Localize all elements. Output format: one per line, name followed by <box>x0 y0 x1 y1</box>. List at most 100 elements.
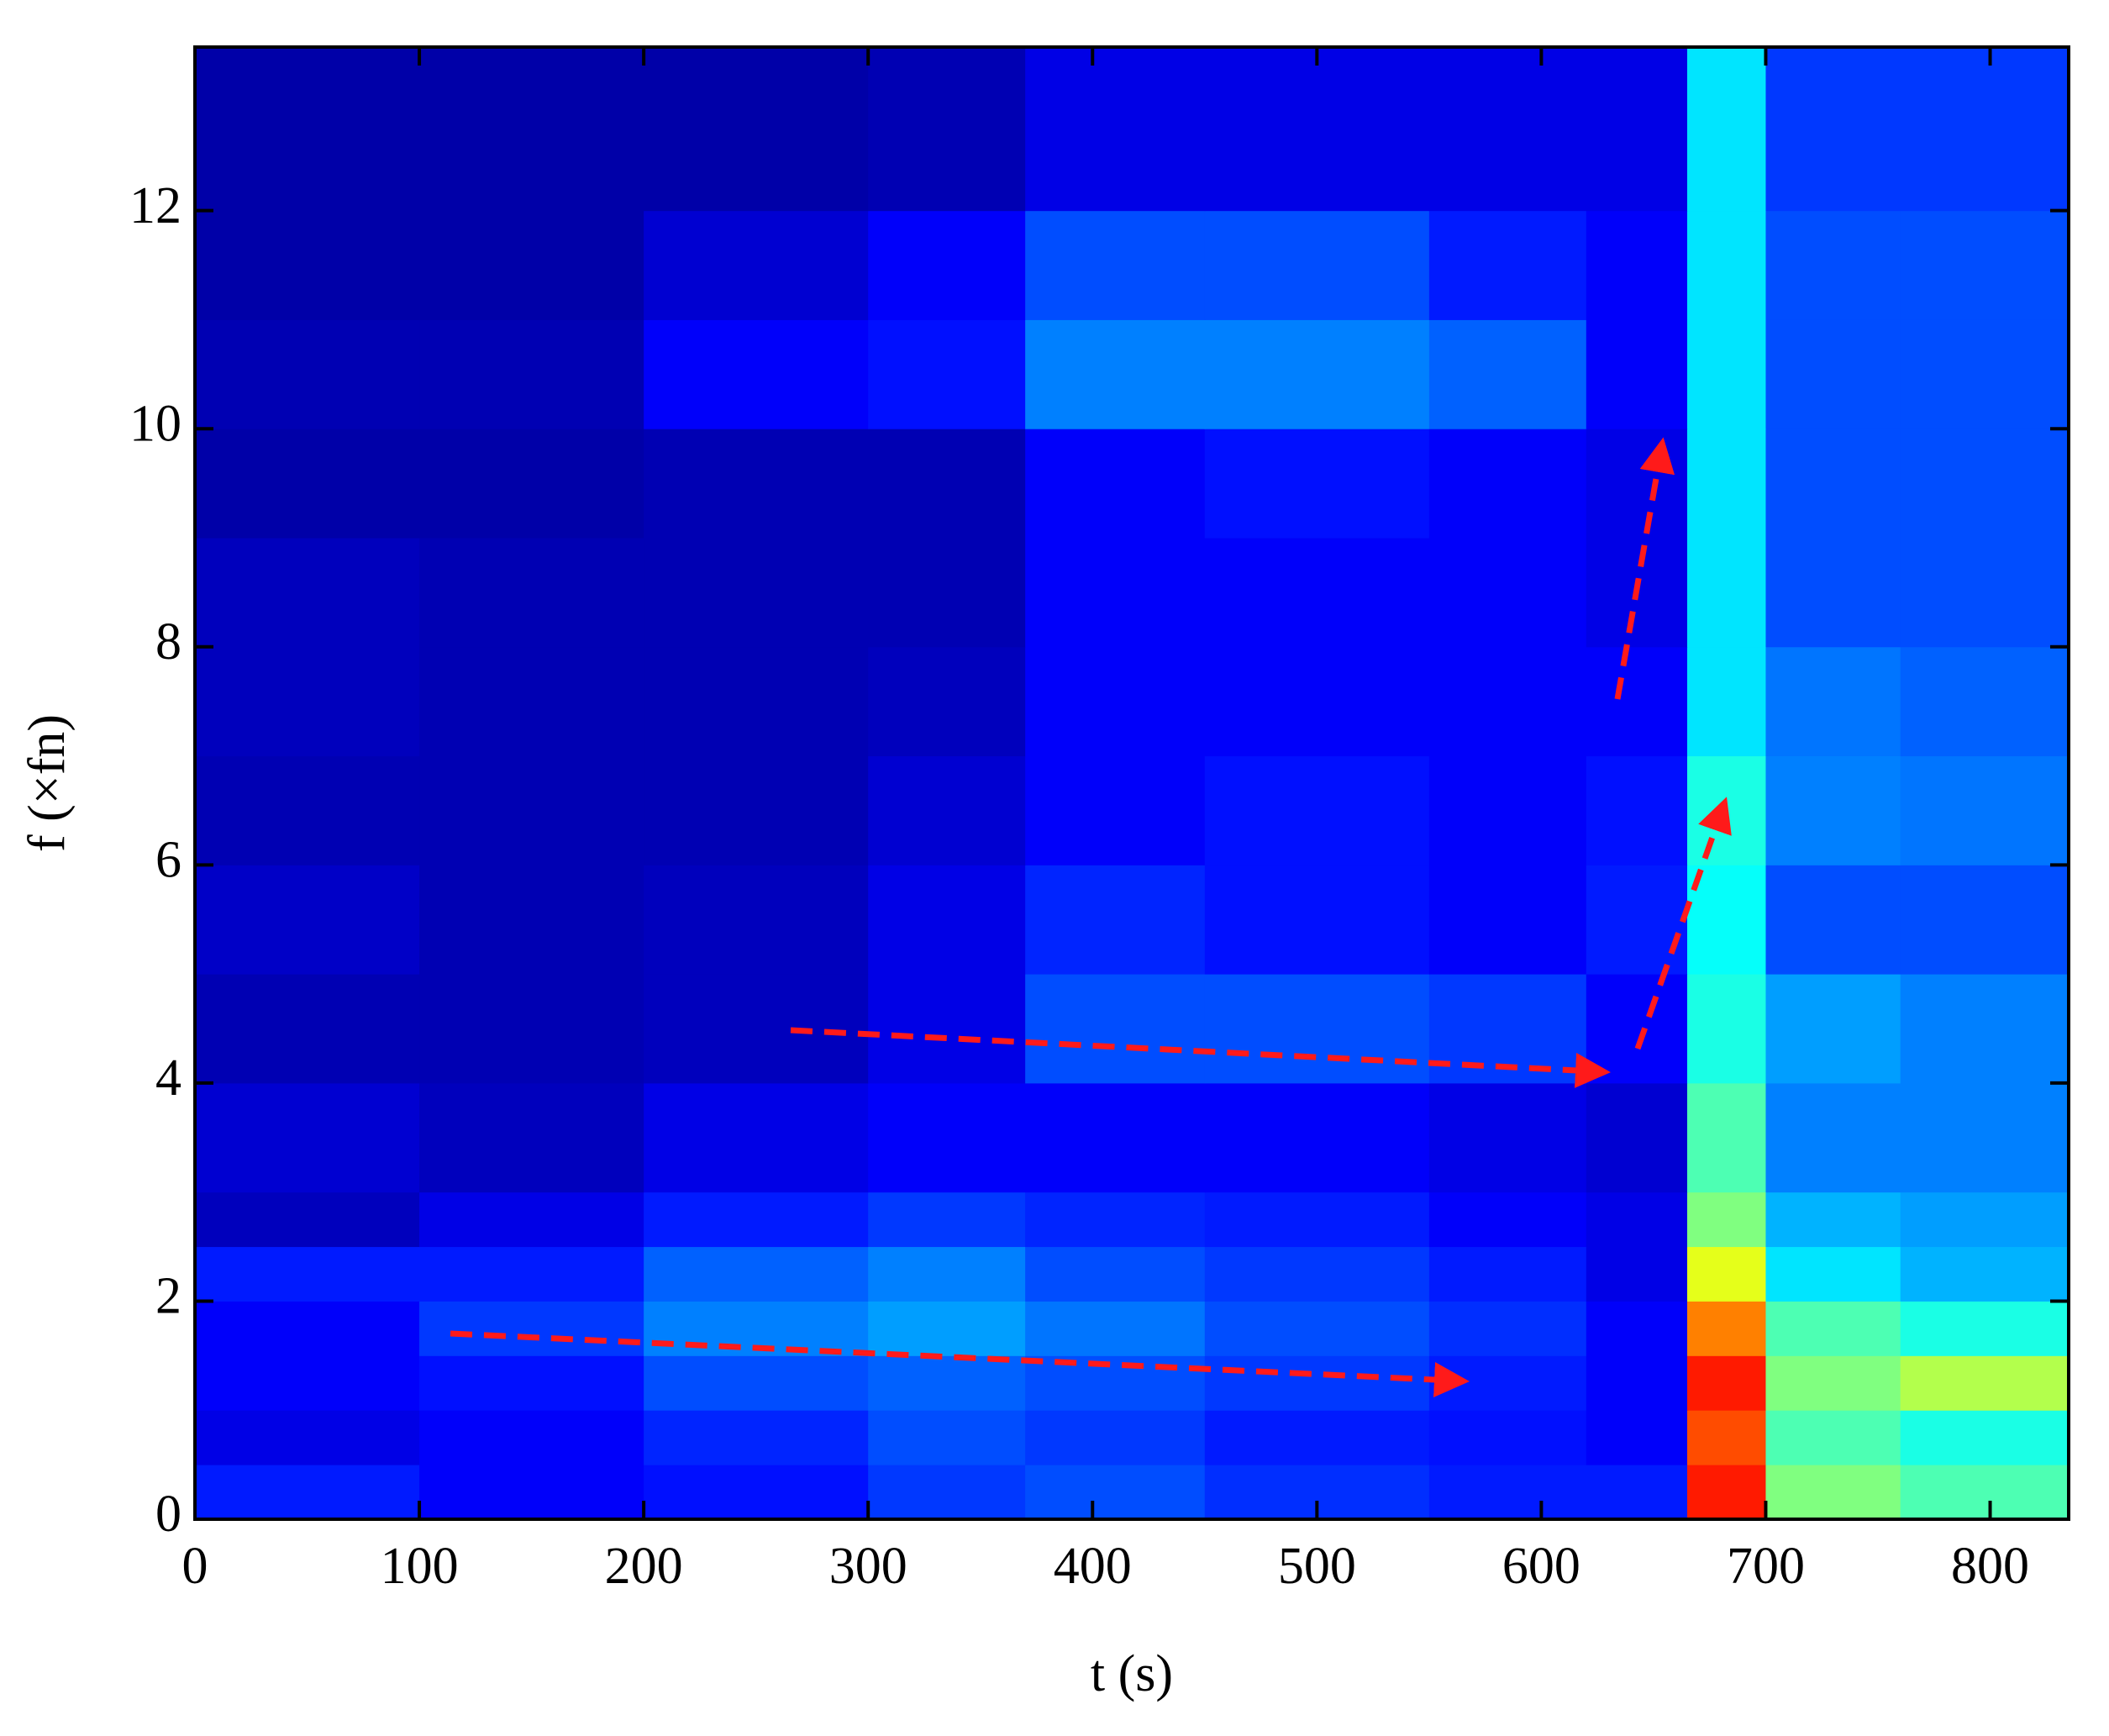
heatmap-cell <box>1428 1465 1587 1520</box>
heatmap-cell <box>419 319 644 429</box>
heatmap-cell <box>1686 1246 1766 1302</box>
heatmap-cell <box>868 646 1026 757</box>
heatmap-cell <box>1765 755 1901 865</box>
heatmap-cell <box>1686 974 1766 1084</box>
heatmap-cell <box>1586 1355 1688 1411</box>
heatmap-cell <box>1428 47 1587 212</box>
heatmap-cell <box>419 1192 644 1248</box>
heatmap-cell <box>1686 47 1766 212</box>
heatmap-cell <box>1586 319 1688 429</box>
heatmap-cell <box>1765 1465 1901 1520</box>
heatmap-cell <box>419 1301 644 1356</box>
heatmap-cell <box>868 210 1026 320</box>
heatmap-cell <box>419 646 644 757</box>
heatmap-cell <box>1025 755 1206 865</box>
heatmap-cell <box>1428 1301 1587 1356</box>
heatmap-cell <box>1900 319 2070 429</box>
heatmap-cell <box>1765 1082 1901 1193</box>
heatmap-cell <box>1586 1465 1688 1520</box>
heatmap-cell <box>1586 755 1688 865</box>
heatmap-cell <box>1900 538 2070 648</box>
heatmap-cell <box>1428 1082 1587 1193</box>
x-tick-label: 200 <box>605 1538 683 1595</box>
x-tick-label: 300 <box>829 1538 907 1595</box>
x-tick-label: 100 <box>381 1538 459 1595</box>
x-tick-label: 0 <box>182 1538 208 1595</box>
heatmap-cell <box>1025 865 1206 975</box>
heatmap <box>195 47 2070 1520</box>
heatmap-cell <box>1765 646 1901 757</box>
heatmap-cell <box>1025 319 1206 429</box>
x-tick-label: 400 <box>1054 1538 1132 1595</box>
heatmap-cell <box>1900 1301 2070 1356</box>
heatmap-cell <box>195 1355 420 1411</box>
heatmap-cell <box>1765 1355 1901 1411</box>
heatmap-cell <box>868 319 1026 429</box>
x-tick-label: 500 <box>1278 1538 1356 1595</box>
heatmap-cell <box>1204 429 1430 539</box>
heatmap-cell <box>1900 755 2070 865</box>
heatmap-cell <box>419 1082 644 1193</box>
heatmap-cell <box>1428 319 1587 429</box>
heatmap-cell <box>1428 1246 1587 1302</box>
heatmap-cell <box>1428 865 1587 975</box>
heatmap-cell <box>1428 1192 1587 1248</box>
plot-frame <box>193 45 2070 1521</box>
heatmap-cell <box>1025 1192 1206 1248</box>
heatmap-cell <box>1586 47 1688 212</box>
heatmap-cell <box>1428 538 1587 648</box>
y-tick-label: 0 <box>155 1486 181 1543</box>
heatmap-cell <box>868 1301 1026 1356</box>
heatmap-cell <box>1900 429 2070 539</box>
heatmap-cell <box>1025 210 1206 320</box>
heatmap-cell <box>1586 1192 1688 1248</box>
heatmap-cell <box>1686 1301 1766 1356</box>
heatmap-cell <box>419 538 644 648</box>
heatmap-cell <box>1686 319 1766 429</box>
heatmap-cell <box>1686 865 1766 975</box>
heatmap-cell <box>644 865 869 975</box>
heatmap-cell <box>644 1355 869 1411</box>
heatmap-cell <box>644 210 869 320</box>
heatmap-cell <box>1025 47 1206 212</box>
heatmap-cell <box>419 865 644 975</box>
heatmap-cell <box>1204 538 1430 648</box>
heatmap-cell <box>868 1246 1026 1302</box>
heatmap-cell <box>1428 1410 1587 1465</box>
heatmap-cell <box>419 1410 644 1465</box>
heatmap-cell <box>1765 47 1901 212</box>
y-axis-label: f (×fn) <box>18 714 76 852</box>
heatmap-cell <box>1025 974 1206 1084</box>
heatmap-cell <box>1025 538 1206 648</box>
heatmap-cell <box>195 1465 420 1520</box>
heatmap-cell <box>1204 210 1430 320</box>
x-axis-label: t (s) <box>1091 1645 1173 1702</box>
heatmap-cell <box>644 429 869 539</box>
heatmap-cell <box>1025 1246 1206 1302</box>
heatmap-cell <box>1428 755 1587 865</box>
heatmap-cell <box>1025 1355 1206 1411</box>
heatmap-cell <box>195 1082 420 1193</box>
x-tick-label: 800 <box>1951 1538 2029 1595</box>
heatmap-cell <box>1686 538 1766 648</box>
heatmap-cell <box>644 1465 869 1520</box>
heatmap-cell <box>1204 646 1430 757</box>
heatmap-cell <box>419 974 644 1084</box>
y-tick-label: 12 <box>129 177 181 234</box>
heatmap-cell <box>1900 1410 2070 1465</box>
heatmap-cell <box>419 429 644 539</box>
heatmap-cell <box>644 974 869 1084</box>
arrow <box>1634 797 1732 1050</box>
heatmap-cell <box>868 538 1026 648</box>
heatmap-cell <box>1204 319 1430 429</box>
heatmap-cell <box>195 646 420 757</box>
heatmap-cell <box>1686 755 1766 865</box>
heatmap-cell <box>1765 1301 1901 1356</box>
heatmap-cell <box>1428 646 1587 757</box>
heatmap-cell <box>1686 1192 1766 1248</box>
heatmap-cell <box>1204 1301 1430 1356</box>
heatmap-cell <box>1586 865 1688 975</box>
heatmap-cell <box>1586 210 1688 320</box>
heatmap-cell <box>1025 646 1206 757</box>
heatmap-cell <box>1686 646 1766 757</box>
